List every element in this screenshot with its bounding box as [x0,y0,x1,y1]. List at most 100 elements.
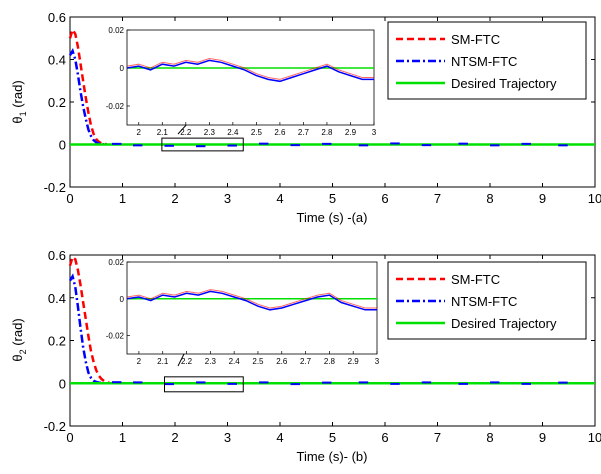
panel-a-y-tick-label: -0.2 [44,180,66,195]
panel-b-legend: SM-FTC NTSM-FTC Desired Trajectory [387,261,587,340]
panel-b-inset-x-tick-label: 3 [375,357,380,366]
panel-a-inset-y-tick-label: 0.02 [108,26,124,35]
panel-b-y-tick-label: -0.2 [44,419,66,434]
panel-a-y-axis-label: θ1 (rad) [10,80,28,123]
panel-a: 0 1 2 3 4 5 6 7 8 9 10-0.200.20.40.6 2 2.1 2.2 2.3 2.4… [10,10,601,225]
panel-a-y-axis-symbol: θ [10,116,25,123]
panel-b-x-tick-label: 8 [486,430,493,445]
panel-b-x-tick-label: 0 [66,430,73,445]
panel-a-inset-x-tick-label: 2.5 [251,128,263,137]
panel-b-inset-x-tick-label: 2.6 [276,357,288,366]
panel-b: 0 1 2 3 4 5 6 7 8 9 10-0.200.20.40.6 2 2.1 2.2 2.3 2.4… [10,248,601,464]
panel-b-inset-x-tick-label: 2.8 [324,357,336,366]
panel-b-series-ntsm-line [68,273,102,385]
panel-a-inset-x-tick-label: 3 [372,128,377,137]
panel-b-inset-sm-line [126,289,377,309]
panel-b-y-axis-unit: (rad) [10,318,25,349]
panel-b-x-tick-label: 1 [119,430,126,445]
panel-a-inset-sm-line [126,57,374,80]
panel-a-y-tick-label: 0.4 [48,53,66,68]
panel-b-inset-x-tick-label: 2 [137,357,142,366]
panel-a-x-tick-label: 7 [434,191,441,206]
panel-b-y-axis-subscript: 2 [18,349,28,354]
panel-b-series [68,254,595,386]
panel-a-inset-x-tick-label: 2.2 [180,128,192,137]
panel-b-legend-desired-label: Desired Trajectory [451,316,557,331]
panel-b-ticks: 0 1 2 3 4 5 6 7 8 9 10-0.200.20.40.6 [44,248,601,445]
panel-a-inset-y-tick-label: 0 [120,64,125,73]
panel-b-inset-y-tick-label: 0 [120,295,125,304]
panel-a-x-tick-label: 5 [329,191,336,206]
panel-a-x-tick-label: 1 [119,191,126,206]
panel-a-series-sm-line [68,26,107,146]
panel-a-inset-x-tick-label: 2 [137,128,142,137]
panel-b-x-axis-label: Time (s)- (b) [296,449,367,464]
panel-a-x-tick-label: 2 [171,191,178,206]
panel-b-x-tick-label: 5 [329,430,336,445]
panel-a-x-tick-label: 0 [66,191,73,206]
panel-a-inset-x-tick-label: 2.3 [204,128,216,137]
panel-a-x-tick-label: 8 [486,191,493,206]
panel-a-legend-box [387,21,587,100]
panel-b-zoom-box [164,376,244,393]
panel-b-inset-x-tick-label: 2.3 [205,357,217,366]
panel-b-legend-sm-label: SM-FTC [451,272,500,287]
panel-a-legend-desired-label: Desired Trajectory [451,76,557,91]
panel-b-inset-y-tick-label: 0.02 [108,258,124,267]
panel-a-inset: 2 2.1 2.2 2.3 2.4 2.5 2.6 2.7 2.8 2.9 3 0.02 0 -0.02 [106,26,377,137]
panel-b-y-axis-symbol: θ [10,354,25,361]
panel-b-series-sm-line [68,254,110,385]
panel-b-x-tick-label: 3 [224,430,231,445]
panel-a-x-tick-label: 3 [224,191,231,206]
panel-a-legend: SM-FTC NTSM-FTC Desired Trajectory [387,21,587,100]
panel-a-inset-x-tick-label: 2.1 [157,128,169,137]
panel-b-inset-x-tick-label: 2.7 [300,357,312,366]
panel-b-x-tick-label: 2 [171,430,178,445]
panel-b-inset-series [126,289,377,311]
panel-b-y-tick-label: 0.2 [48,334,66,349]
panel-b-x-tick-label: 10 [588,430,601,445]
panel-b-x-tick-label: 4 [276,430,283,445]
panel-b-y-tick-label: 0 [59,376,66,391]
panel-b-x-tick-label: 9 [539,430,546,445]
panel-a-inset-x-tick-label: 2.6 [274,128,286,137]
panel-a-inset-x-tick-label: 2.4 [227,128,239,137]
panel-a-series [68,26,595,148]
panel-b-inset-x-tick-label: 2.2 [181,357,193,366]
panel-a-x-tick-label: 9 [539,191,546,206]
panel-a-y-tick-label: 0 [59,138,66,153]
panel-a-inset-x-tick-label: 2.8 [321,128,333,137]
panel-b-y-tick-label: 0.6 [48,248,66,263]
panel-b-legend-box [387,261,587,340]
panel-b-x-tick-label: 6 [381,430,388,445]
panel-b-inset-y-tick-label: -0.02 [106,332,125,341]
panel-b-legend-ntsm-label: NTSM-FTC [451,294,517,309]
panel-b-inset-x-tick-label: 2.1 [157,357,169,366]
panel-a-legend-sm-label: SM-FTC [451,32,500,47]
panel-b-y-tick-label: 0.4 [48,291,66,306]
panel-b-inset-x-tick-label: 2.9 [348,357,360,366]
panel-a-x-axis-label: Time (s) -(a) [296,210,367,225]
panel-a-y-axis-unit: (rad) [10,80,25,111]
panel-a-inset-x-tick-label: 2.9 [345,128,357,137]
panel-a-inset-ticks: 2 2.1 2.2 2.3 2.4 2.5 2.6 2.7 2.8 2.9 3 0.02 0 -0.02 [106,26,377,137]
panel-a-inset-ntsm-line [126,59,374,83]
panel-a-x-tick-label: 6 [381,191,388,206]
panel-b-inset-x-tick-label: 2.5 [252,357,264,366]
panel-a-y-axis-subscript: 1 [18,111,28,116]
panel-b-inset-frame [126,261,378,355]
panel-a-y-tick-label: 0.6 [48,10,66,25]
panel-b-inset-ticks: 2 2.1 2.2 2.3 2.4 2.5 2.6 2.7 2.8 2.9 3 0.02 0 -0.02 [106,258,380,366]
panel-a-ticks: 0 1 2 3 4 5 6 7 8 9 10-0.200.20.40.6 [44,10,601,206]
panel-a-inset-series [126,57,374,83]
panel-b-inset: 2 2.1 2.2 2.3 2.4 2.5 2.6 2.7 2.8 2.9 3 0.02 0 -0.02 [106,258,380,366]
panel-b-y-axis-label: θ2 (rad) [10,318,28,361]
panel-b-inset-x-tick-label: 2.4 [229,357,241,366]
panel-a-x-tick-label: 10 [588,191,601,206]
panel-a-inset-frame [126,29,375,126]
panel-a-series-ntsm-line [68,48,105,146]
panel-a-inset-x-tick-label: 2.7 [298,128,310,137]
panel-a-legend-ntsm-label: NTSM-FTC [451,54,517,69]
panel-a-y-tick-label: 0.2 [48,95,66,110]
